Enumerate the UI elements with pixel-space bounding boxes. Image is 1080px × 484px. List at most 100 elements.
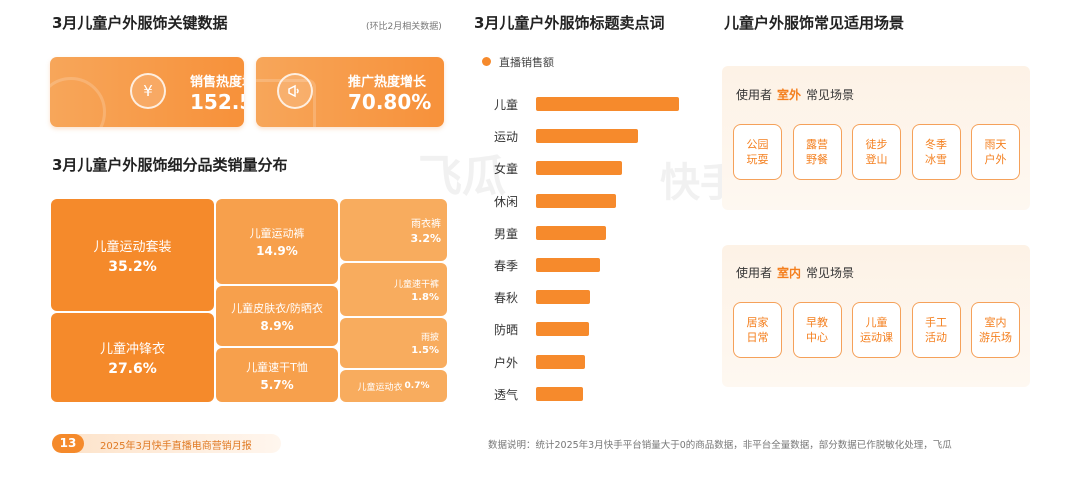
treemap-cell: 儿童运动裤 14.9% [216,199,338,284]
scene-chip-text: 中心 [806,331,828,344]
kpi-section-title: 3月儿童户外服饰关键数据 [52,14,228,32]
bar-mark [536,193,617,208]
treemap-cell-value: 8.9% [260,318,294,333]
treemap-cell-value: 27.6% [108,361,157,377]
bar-category-label: 户外 [493,355,518,370]
treemap-cell-name: 儿童运动裤 [249,227,305,240]
bar-category-label: 防晒 [493,323,518,338]
scene-chip-text: 手工 [925,316,947,329]
watermark-logo: 飞瓜 [418,151,506,202]
bar-category-label: 休闲 [493,194,518,209]
kpi-value: 70.80% [348,90,432,114]
treemap-cell: 儿童运动衣 0.7% [340,370,447,402]
scene-chip-text: 儿童 [865,316,888,329]
scene-chip-text: 雨天 [984,138,1007,151]
scene-chip-text: 登山 [865,153,888,166]
bar-mark [536,258,601,272]
scene-chip-text: 运动课 [860,331,893,344]
scene-chip-text: 户外 [984,153,1007,166]
scene-chip-text: 室内 [984,316,1007,329]
treemap-cell-name: 儿童速干裤 [393,279,439,290]
treemap-cell-value: 5.7% [260,377,294,392]
treemap-cell: 儿童冲锋衣 27.6% [51,313,214,402]
treemap-cell: 雨披 1.5% [340,318,447,368]
treemap-cell-name: 儿童冲锋衣 [99,342,165,357]
coin-star-icon: ¥ [130,73,166,109]
bar-category-label: 女童 [493,162,518,177]
treemap-cell-name: 儿童皮肤衣/防晒衣 [231,301,323,315]
treemap-cell-name: 雨衣裤 [411,219,441,230]
bar-mark [536,225,607,240]
bar-category-label: 春季 [493,259,518,273]
kpi-value: 152.55% [190,90,244,114]
scene-suffix: 常见场景 [806,88,855,102]
bar-mark [536,386,584,401]
bar-mark [536,161,622,176]
bar-mark [536,129,638,144]
indoor-scene-header: 使用者 室内 常见场景 [736,264,854,281]
scene-prefix: 使用者 [736,88,773,102]
kpi-note: (环比2月相关数据) [366,22,442,32]
bar-mark [536,290,591,305]
data-note: 数据说明：统计2025年3月快手平台销量大于0的商品数据，非平台全量数据，部分数… [488,440,952,451]
bar-category-label: 儿童 [493,98,518,112]
scene-chip: 徒步 登山 [852,124,901,180]
scene-chip: 儿童 运动课 [852,302,901,358]
scene-highlight: 室外 [777,88,802,102]
treemap-cell: 雨衣裤 3.2% [340,199,447,261]
treemap-cell-value: 14.9% [256,244,298,258]
scene-highlight: 室内 [777,266,802,280]
treemap-cell-value: 1.5% [411,345,439,356]
kpi-label: 销售热度增长 [190,75,244,90]
treemap-cell: 儿童皮肤衣/防晒衣 8.9% [216,286,338,346]
scene-chip: 早教 中心 [792,302,842,358]
scene-chip-text: 活动 [925,331,947,344]
bar-category-label: 运动 [493,130,518,145]
scene-chip: 手工 活动 [911,302,961,358]
treemap-cell: 儿童速干裤 1.8% [340,263,447,316]
scene-chip-text: 玩耍 [746,153,769,166]
treemap-cell-name: 儿童速干T恤 [246,360,308,374]
kpi-label: 推广热度增长 [348,75,427,90]
bar-mark [536,354,585,369]
kpi-card-promo: 推广热度增长 70.80% [256,57,444,127]
treemap-title: 3月儿童户外服饰细分品类销量分布 [52,156,288,174]
bar-mark [536,322,589,337]
scene-suffix: 常见场景 [806,266,855,280]
treemap-cell-name: 雨披 [420,333,439,343]
scene-chip: 公园 玩耍 [733,124,782,180]
scene-chip-text: 居家 [746,316,769,329]
bar-mark [536,97,679,111]
treemap-cell: 儿童速干T恤 5.7% [216,348,338,402]
scene-chip-text: 冰雪 [925,153,947,166]
scene-chip-text: 冬季 [925,138,947,151]
treemap-cell-value: 0.7% [404,381,430,391]
bar-category-label: 春秋 [493,291,518,306]
legend-dot [482,57,491,66]
treemap-cell-name: 儿童运动衣 [357,382,403,393]
scene-section-title: 儿童户外服饰常见适用场景 [724,14,905,32]
bar-category-label: 男童 [493,226,518,241]
footer-banner [76,434,281,453]
scene-chip-text: 徒步 [865,138,888,151]
scene-chip-text: 游乐场 [979,331,1012,344]
scene-chip: 居家 日常 [733,302,782,358]
scene-chip: 雨天 户外 [971,124,1020,180]
page-number: 13 [52,434,84,453]
outdoor-scene-header: 使用者 室外 常见场景 [736,86,854,103]
scene-chip-text: 早教 [806,316,828,329]
scene-prefix: 使用者 [736,266,773,280]
treemap-cell-value: 1.8% [411,291,439,303]
bar-category-label: 透气 [493,387,518,402]
legend-label: 直播销售额 [499,56,554,69]
scene-chip: 冬季 冰雪 [911,124,961,180]
treemap-cell-name: 儿童运动套装 [93,239,172,255]
bar-chart-title: 3月儿童户外服饰标题卖点词 [474,14,665,32]
scene-chip-text: 野餐 [806,153,828,166]
megaphone-icon [277,73,313,109]
treemap-cell: 儿童运动套装 35.2% [51,199,214,311]
scene-chip: 室内 游乐场 [971,302,1020,358]
kpi-card-sales: ¥ 销售热度增长 152.55% [50,57,244,127]
treemap-cell-value: 3.2% [410,232,441,245]
scene-chip-text: 日常 [746,331,769,344]
